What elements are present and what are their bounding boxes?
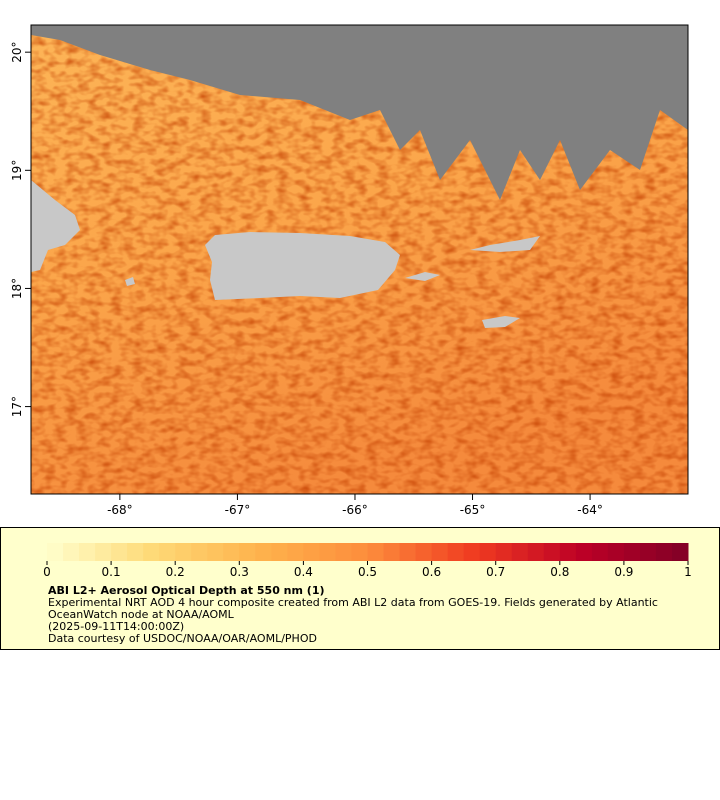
colorbar-swatch: [207, 543, 224, 561]
colorbar-swatch: [223, 543, 240, 561]
colorbar-swatch: [431, 543, 449, 561]
colorbar-swatch: [543, 543, 561, 561]
land-puerto-rico: [205, 232, 400, 300]
colorbar-tick-label: 0.4: [294, 565, 313, 579]
colorbar-swatch: [239, 543, 256, 561]
colorbar-tick-label: 0.7: [486, 565, 505, 579]
colorbar-swatch: [191, 543, 208, 561]
colorbar-swatch: [383, 543, 401, 561]
colorbar-swatch: [175, 543, 192, 561]
colorbar-swatch: [559, 543, 577, 561]
legend-line: (2025-09-11T14:00:00Z): [48, 620, 184, 633]
colorbar-swatch: [127, 543, 144, 561]
land-vieques: [405, 272, 440, 281]
colorbar-swatch: [271, 543, 288, 561]
colorbar-tick-label: 0.2: [166, 565, 185, 579]
colorbar-tick-label: 0.9: [614, 565, 633, 579]
colorbar-swatch: [479, 543, 497, 561]
x-tick-label: -66°: [342, 503, 368, 517]
colorbar-swatch: [447, 543, 465, 561]
colorbar-tick-label: 0.6: [422, 565, 441, 579]
colorbar-tick-label: 0.5: [358, 565, 377, 579]
colorbar-swatch: [95, 543, 112, 561]
colorbar-swatch: [367, 543, 385, 561]
no-data-region: [31, 25, 688, 200]
y-tick-label: 17°: [10, 396, 24, 417]
colorbar-swatch: [607, 543, 625, 561]
colorbar-swatch: [47, 543, 64, 561]
colorbar-swatch: [527, 543, 545, 561]
legend-line: Experimental NRT AOD 4 hour composite cr…: [48, 596, 658, 609]
colorbar-swatch: [319, 543, 336, 561]
map-frame: [30, 24, 689, 495]
colorbar-swatch: [143, 543, 160, 561]
colorbar-swatch: [623, 543, 641, 561]
legend-line: OceanWatch node at NOAA/AOML: [48, 608, 235, 621]
y-tick-label: 19°: [10, 160, 24, 181]
x-tick-label: -67°: [225, 503, 251, 517]
land-st-croix: [482, 316, 520, 328]
colorbar-swatch: [399, 543, 417, 561]
colorbar-tick-label: 0.1: [102, 565, 121, 579]
legend-line: Data courtesy of USDOC/NOAA/OAR/AOML/PHO…: [48, 632, 317, 645]
colorbar-swatch: [79, 543, 96, 561]
colorbar-swatch: [351, 543, 368, 561]
colorbar-swatch: [303, 543, 320, 561]
colorbar-swatch: [255, 543, 272, 561]
colorbar-swatch: [63, 543, 80, 561]
land-hispaniola: [31, 180, 80, 272]
x-tick-label: -64°: [577, 503, 603, 517]
axes: -68° -67° -66° -65° -64° 20° 19° 18° 17°: [10, 42, 603, 517]
colorbar: 0 0.1 0.2 0.3 0.4 0.5 0.6 0.7 0.8 0.9 1: [43, 543, 692, 579]
colorbar-tick-label: 0.8: [550, 565, 569, 579]
colorbar-swatch: [639, 543, 657, 561]
colorbar-swatch: [575, 543, 593, 561]
colorbar-swatch: [511, 543, 529, 561]
legend-title: ABI L2+ Aerosol Optical Depth at 550 nm …: [48, 584, 325, 597]
colorbar-swatch: [591, 543, 609, 561]
colorbar-swatch: [287, 543, 304, 561]
colorbar-swatch: [671, 543, 689, 561]
colorbar-swatch: [415, 543, 433, 561]
colorbar-tick-label: 0.3: [230, 565, 249, 579]
colorbar-tick-label: 1: [684, 565, 692, 579]
y-tick-label: 18°: [10, 278, 24, 299]
land-virgin-islands: [470, 236, 540, 252]
colorbar-swatch: [111, 543, 128, 561]
colorbar-swatch: [655, 543, 673, 561]
x-tick-label: -68°: [107, 503, 133, 517]
x-tick-label: -65°: [460, 503, 486, 517]
colorbar-swatch: [159, 543, 176, 561]
colorbar-swatch: [335, 543, 352, 561]
land-mona: [125, 277, 135, 286]
colorbar-tick-label: 0: [43, 565, 51, 579]
colorbar-swatch: [463, 543, 481, 561]
y-tick-label: 20°: [10, 42, 24, 63]
map-raster: [31, 25, 688, 494]
colorbar-swatch: [495, 543, 513, 561]
